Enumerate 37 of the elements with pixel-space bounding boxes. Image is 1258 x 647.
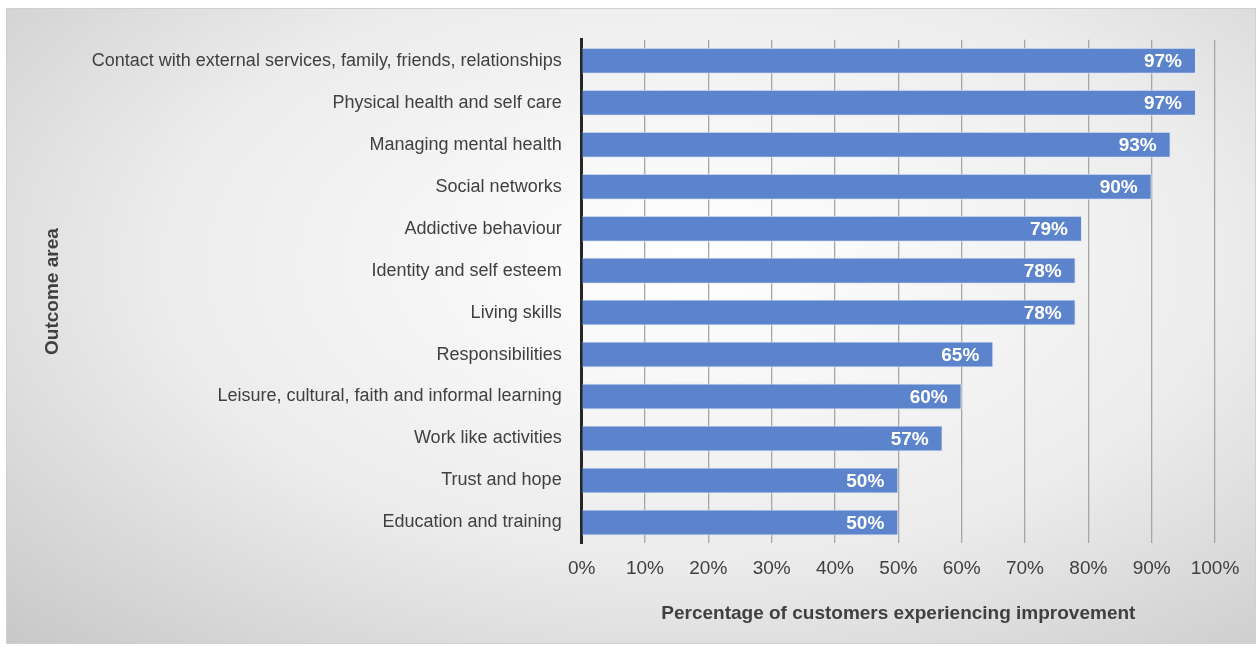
data-label: 78%	[1023, 301, 1062, 323]
y-tick-label: Education and training	[382, 511, 562, 532]
data-label: 50%	[846, 511, 885, 533]
y-tick-label: Responsibilities	[436, 343, 562, 364]
data-label: 65%	[941, 343, 980, 365]
y-axis-title: Outcome area	[40, 227, 62, 355]
x-tick-label: 20%	[689, 557, 728, 579]
y-tick-label: Contact with external services, family, friends, relationships	[91, 49, 562, 70]
data-label: 93%	[1118, 133, 1157, 155]
x-tick-label: 50%	[879, 557, 918, 579]
y-tick-label: Physical health and self care	[332, 91, 562, 112]
x-tick-label: 30%	[752, 557, 791, 579]
x-tick-label: 10%	[625, 557, 665, 579]
y-tick-label: Trust and hope	[441, 469, 562, 490]
y-tick-label: Living skills	[470, 301, 562, 322]
data-label: 97%	[1143, 50, 1183, 72]
data-label: 97%	[1143, 91, 1183, 113]
y-tick-label: Addictive behaviour	[404, 217, 562, 238]
x-tick-label: 70%	[1005, 557, 1045, 579]
y-tick-label: Social networks	[435, 175, 562, 196]
data-label: 79%	[1029, 217, 1069, 239]
data-label: 78%	[1023, 259, 1062, 281]
y-tick-label: Managing mental health	[369, 133, 562, 154]
x-tick-label: 90%	[1132, 557, 1171, 579]
y-tick-label: Leisure, cultural, faith and informal learning	[217, 385, 562, 406]
x-tick-label: 60%	[942, 557, 981, 579]
data-label: 57%	[890, 427, 929, 449]
data-label: 60%	[909, 385, 948, 407]
x-tick-label: 80%	[1069, 557, 1108, 579]
y-tick-label: Work like activities	[413, 427, 562, 448]
data-label: 50%	[846, 469, 885, 491]
x-tick-label: 0%	[567, 557, 596, 579]
data-label: 90%	[1099, 175, 1138, 197]
x-axis-title: Percentage of customers experiencing improvement	[661, 601, 1137, 623]
y-tick-label: Identity and self esteem	[371, 259, 562, 280]
x-tick-label: 100%	[1190, 557, 1240, 579]
x-tick-label: 40%	[815, 557, 855, 579]
